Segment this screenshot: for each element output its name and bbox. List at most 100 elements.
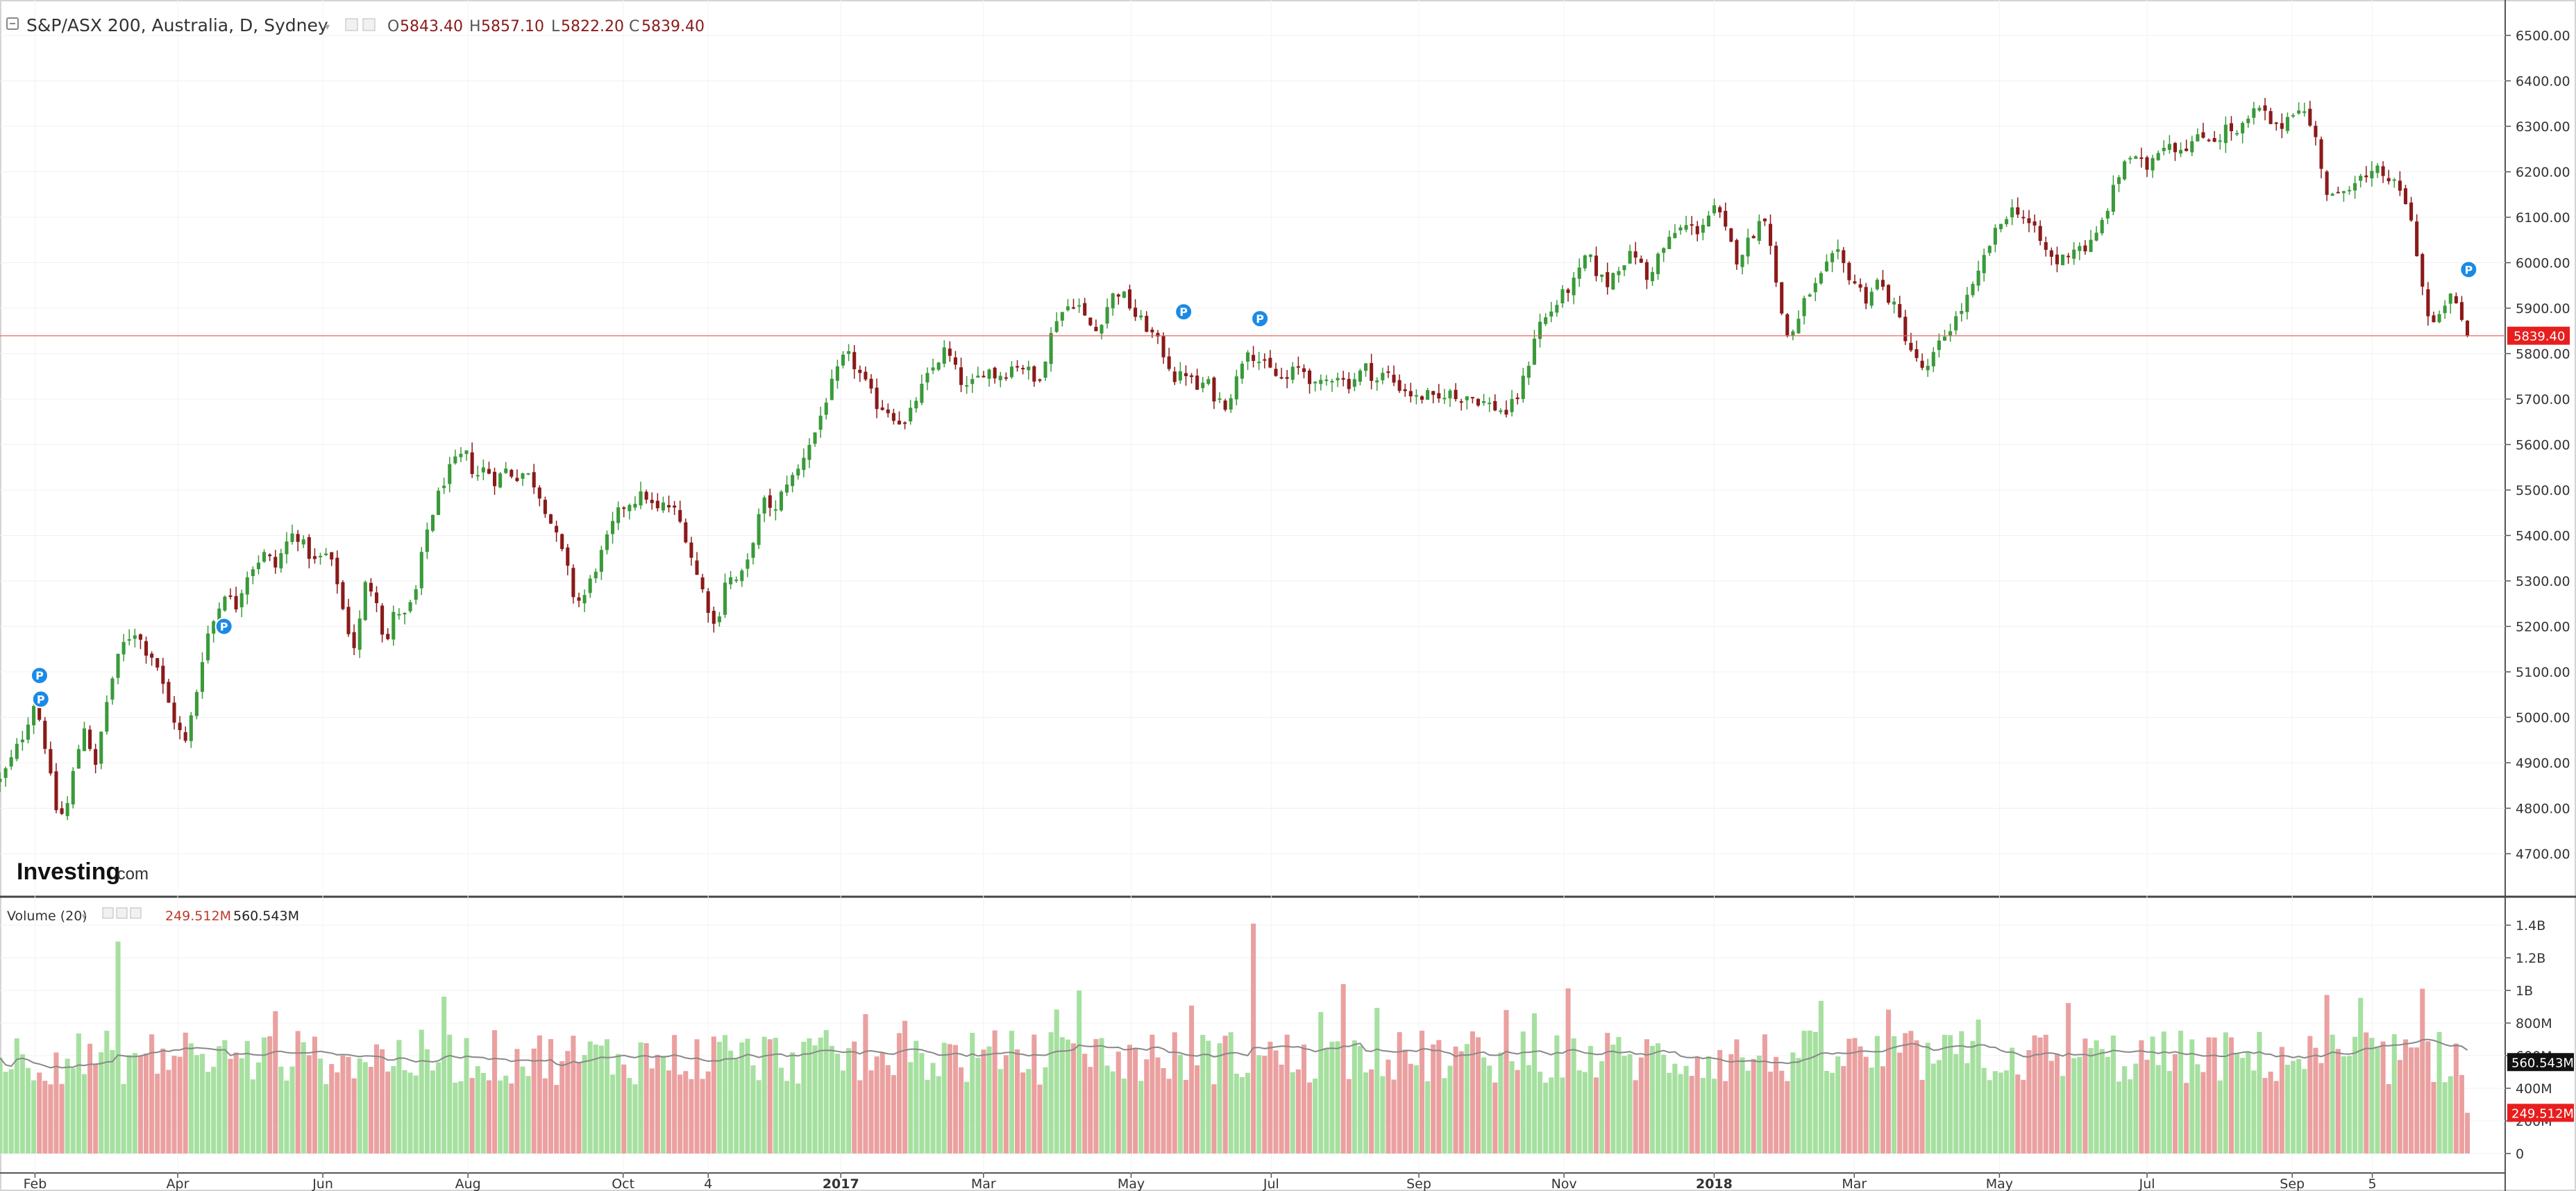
volume-bar <box>194 1055 199 1154</box>
volume-bar <box>1549 1077 1554 1154</box>
volume-bar <box>689 1079 694 1154</box>
volume-bar <box>559 1061 565 1154</box>
volume-bar <box>1177 1054 1183 1154</box>
volume-bar <box>997 1069 1003 1154</box>
volume-bar <box>896 1033 902 1154</box>
volume-close-icon[interactable] <box>130 907 142 919</box>
hide-icon[interactable] <box>362 18 376 31</box>
candle-body <box>684 522 688 543</box>
volume-bar <box>964 1081 970 1154</box>
volume-bar <box>255 1062 261 1154</box>
volume-bar <box>554 1085 559 1154</box>
volume-bar <box>739 1042 745 1154</box>
volume-bar <box>1273 1050 1279 1154</box>
volume-bar <box>750 1065 756 1154</box>
volume-bar <box>2335 1049 2341 1154</box>
volume-bar <box>1981 1067 1987 1154</box>
candle-body <box>403 613 407 615</box>
volume-bar <box>1009 1031 1014 1154</box>
candle-body <box>1555 305 1559 313</box>
volume-bar <box>1307 1082 1313 1154</box>
volume-bar <box>1576 1070 1582 1154</box>
candle-body <box>245 577 249 595</box>
settings-icon[interactable] <box>345 18 358 31</box>
volume-bar <box>2346 1056 2352 1154</box>
volume-bar <box>2122 1066 2128 1154</box>
candle-body <box>1094 326 1098 332</box>
symbol-dropdown-icon[interactable]: ▾ <box>325 22 330 33</box>
volume-bar <box>1774 1056 1779 1154</box>
volume-bar <box>1352 1040 1357 1154</box>
volume-bar <box>1188 1005 1195 1154</box>
volume-bar <box>2228 1037 2234 1154</box>
candle-body <box>2263 105 2267 111</box>
candle-body <box>442 485 446 489</box>
time-tick-label: 4 <box>704 1176 712 1191</box>
volume-bar <box>700 1079 705 1154</box>
volume-bar <box>1065 1039 1070 1154</box>
volume-bar <box>874 1056 879 1154</box>
volume-bar <box>1656 1043 1661 1154</box>
volume-bar <box>1408 1063 1413 1154</box>
volume-bar <box>2324 995 2330 1154</box>
candle-body <box>577 597 581 601</box>
volume-bar <box>250 1079 255 1154</box>
volume-bar <box>1335 1041 1340 1154</box>
volume-bar <box>317 1058 323 1154</box>
candle-body <box>105 702 109 732</box>
volume-bar <box>1790 1052 1796 1154</box>
volume-bar <box>1116 1051 1121 1154</box>
candle-body <box>1060 312 1064 321</box>
volume-bar <box>852 1041 857 1154</box>
volume-bar <box>306 1055 312 1154</box>
candle-body <box>2325 171 2329 195</box>
volume-bar <box>1964 1063 1970 1154</box>
volume-bar <box>160 1048 166 1154</box>
volume-bar <box>1003 1055 1009 1154</box>
candle-body <box>594 571 598 579</box>
volume-settings-icon[interactable] <box>102 907 114 919</box>
candle-body <box>1684 225 1688 230</box>
price-tick-label: 5700.00 <box>2516 392 2570 407</box>
volume-bar <box>1262 1056 1268 1154</box>
volume-bar <box>1239 1076 1245 1154</box>
volume-bar <box>3 1072 8 1154</box>
candle-body <box>54 771 58 811</box>
volume-bar <box>1206 1040 1211 1154</box>
candle-body <box>555 525 559 533</box>
volume-dropdown-icon[interactable]: ▾ <box>82 911 86 921</box>
volume-bar <box>155 1074 160 1154</box>
volume-hide-icon[interactable] <box>116 907 128 919</box>
candle-body <box>2072 249 2076 259</box>
candle-body <box>1189 375 1194 378</box>
volume-bar <box>424 1049 430 1154</box>
candle-body <box>515 478 519 482</box>
volume-bar <box>76 1033 81 1154</box>
volume-bar <box>2290 1061 2296 1154</box>
candle-body <box>1476 398 1481 406</box>
candle-body <box>1695 226 1699 235</box>
candle-body <box>397 614 401 616</box>
candle-body <box>1993 228 1997 245</box>
volume-title[interactable]: Volume (20) <box>7 909 87 924</box>
candle-body <box>1426 390 1430 400</box>
candle-body <box>3 768 8 778</box>
volume-bar <box>2037 1037 2043 1154</box>
candle-body <box>459 453 463 457</box>
volume-bar <box>2082 1038 2088 1154</box>
volume-bar <box>1324 1048 1329 1154</box>
volume-bar <box>430 1070 435 1154</box>
symbol-title[interactable]: S&P/ASX 200, Australia, D, Sydney <box>26 15 328 35</box>
volume-bar <box>1740 1057 1745 1154</box>
volume-tick-label: 1.2B <box>2516 951 2545 966</box>
chart-header: S&P/ASX 200, Australia, D, Sydney ▾ O 58… <box>6 15 705 35</box>
volume-bar <box>525 1076 531 1154</box>
candle-body <box>363 582 367 620</box>
volume-bar <box>1756 1055 1762 1154</box>
candle-body <box>2145 157 2149 170</box>
volume-bar <box>1605 1033 1610 1154</box>
volume-bar <box>1930 1063 1936 1154</box>
candle-body <box>605 534 609 550</box>
candle-body <box>1038 379 1042 381</box>
volume-bar <box>2257 1031 2262 1154</box>
